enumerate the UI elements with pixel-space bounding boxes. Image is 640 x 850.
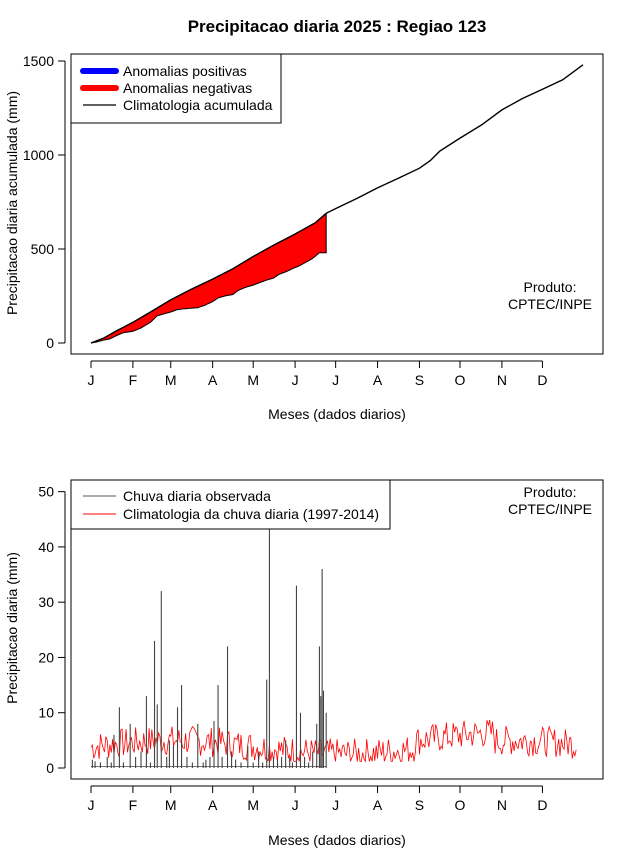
legend-label-climatologia-diaria: Climatologia da chuva diaria (1997-2014) bbox=[123, 506, 379, 522]
chart1-note-line2: CPTEC/INPE bbox=[508, 296, 592, 312]
legend-label-chuva-observada: Chuva diaria observada bbox=[123, 488, 271, 504]
chart2-ytick-label: 20 bbox=[38, 649, 54, 665]
chart1-xtick-label: S bbox=[415, 372, 424, 388]
chart1-xtick-label: F bbox=[129, 372, 138, 388]
chart2-xtick-label: J bbox=[88, 797, 95, 813]
chart2-xtick-label: D bbox=[537, 797, 547, 813]
chart1-legend: Anomalias positivas Anomalias negativas … bbox=[70, 53, 282, 124]
chart1-xtick-label: J bbox=[292, 372, 299, 388]
chart1-xtick-label: O bbox=[455, 372, 466, 388]
chart1-ytick-label: 1500 bbox=[23, 53, 54, 69]
chart1-xtick-label: M bbox=[165, 372, 177, 388]
chart2-xtick-label: J bbox=[332, 797, 339, 813]
chart2-ylabel: Precipitacao diaria (mm) bbox=[4, 552, 20, 704]
chart2-xtick-label: A bbox=[373, 797, 383, 813]
chart2-xtick-label: S bbox=[415, 797, 424, 813]
chart1-xtick-label: D bbox=[537, 372, 547, 388]
chart2-legend: Chuva diaria observada Climatologia da c… bbox=[70, 479, 391, 530]
chart1-plot-frame bbox=[70, 53, 604, 355]
chart2-ytick-label: 10 bbox=[38, 705, 54, 721]
chart2-xtick-label: J bbox=[292, 797, 299, 813]
chart1-ytick-label: 1000 bbox=[23, 147, 54, 163]
chart1-xtick-label: J bbox=[88, 372, 95, 388]
chart1-ytick-label: 0 bbox=[46, 335, 54, 351]
chart2-legend-box bbox=[70, 479, 391, 530]
chart2-note-line1: Produto: bbox=[524, 484, 577, 500]
chart1-xtick-label: M bbox=[247, 372, 259, 388]
chart2-ytick-label: 30 bbox=[38, 594, 54, 610]
chart2-xtick-label: O bbox=[455, 797, 466, 813]
chart2-xtick-label: M bbox=[247, 797, 259, 813]
chart1-xtick-label: J bbox=[332, 372, 339, 388]
chart2-xtick-label: N bbox=[497, 797, 507, 813]
climatology-daily-line bbox=[90, 719, 577, 763]
climatology-cumulative-line bbox=[90, 64, 584, 344]
chart2-ytick-label: 0 bbox=[46, 760, 54, 776]
chart2-xlabel: Meses (dados diarios) bbox=[268, 832, 406, 848]
chart2-ytick-label: 40 bbox=[38, 539, 54, 555]
chart2-note-line2: CPTEC/INPE bbox=[508, 501, 592, 517]
legend-label-negativas: Anomalias negativas bbox=[123, 80, 252, 96]
chart1-xtick-label: N bbox=[497, 372, 507, 388]
legend-label-positivas: Anomalias positivas bbox=[123, 63, 247, 79]
legend-label-climatologia: Climatologia acumulada bbox=[123, 97, 273, 113]
chart2-ytick-label: 50 bbox=[38, 484, 54, 500]
chart2-xtick-label: F bbox=[129, 797, 138, 813]
chart2-xtick-label: M bbox=[165, 797, 177, 813]
chart1-xtick-label: A bbox=[208, 372, 218, 388]
chart1-note-line1: Produto: bbox=[524, 279, 577, 295]
chart1-title: Precipitacao diaria 2025 : Regiao 123 bbox=[188, 17, 487, 36]
chart1-ylabel: Precipitacao diaria acumulada (mm) bbox=[4, 91, 20, 315]
chart1-xlabel: Meses (dados diarios) bbox=[268, 406, 406, 422]
negative-anomaly-area bbox=[90, 212, 327, 344]
chart1-ytick-label: 500 bbox=[31, 241, 55, 257]
chart2-xtick-label: A bbox=[208, 797, 218, 813]
chart1-xtick-label: A bbox=[373, 372, 383, 388]
